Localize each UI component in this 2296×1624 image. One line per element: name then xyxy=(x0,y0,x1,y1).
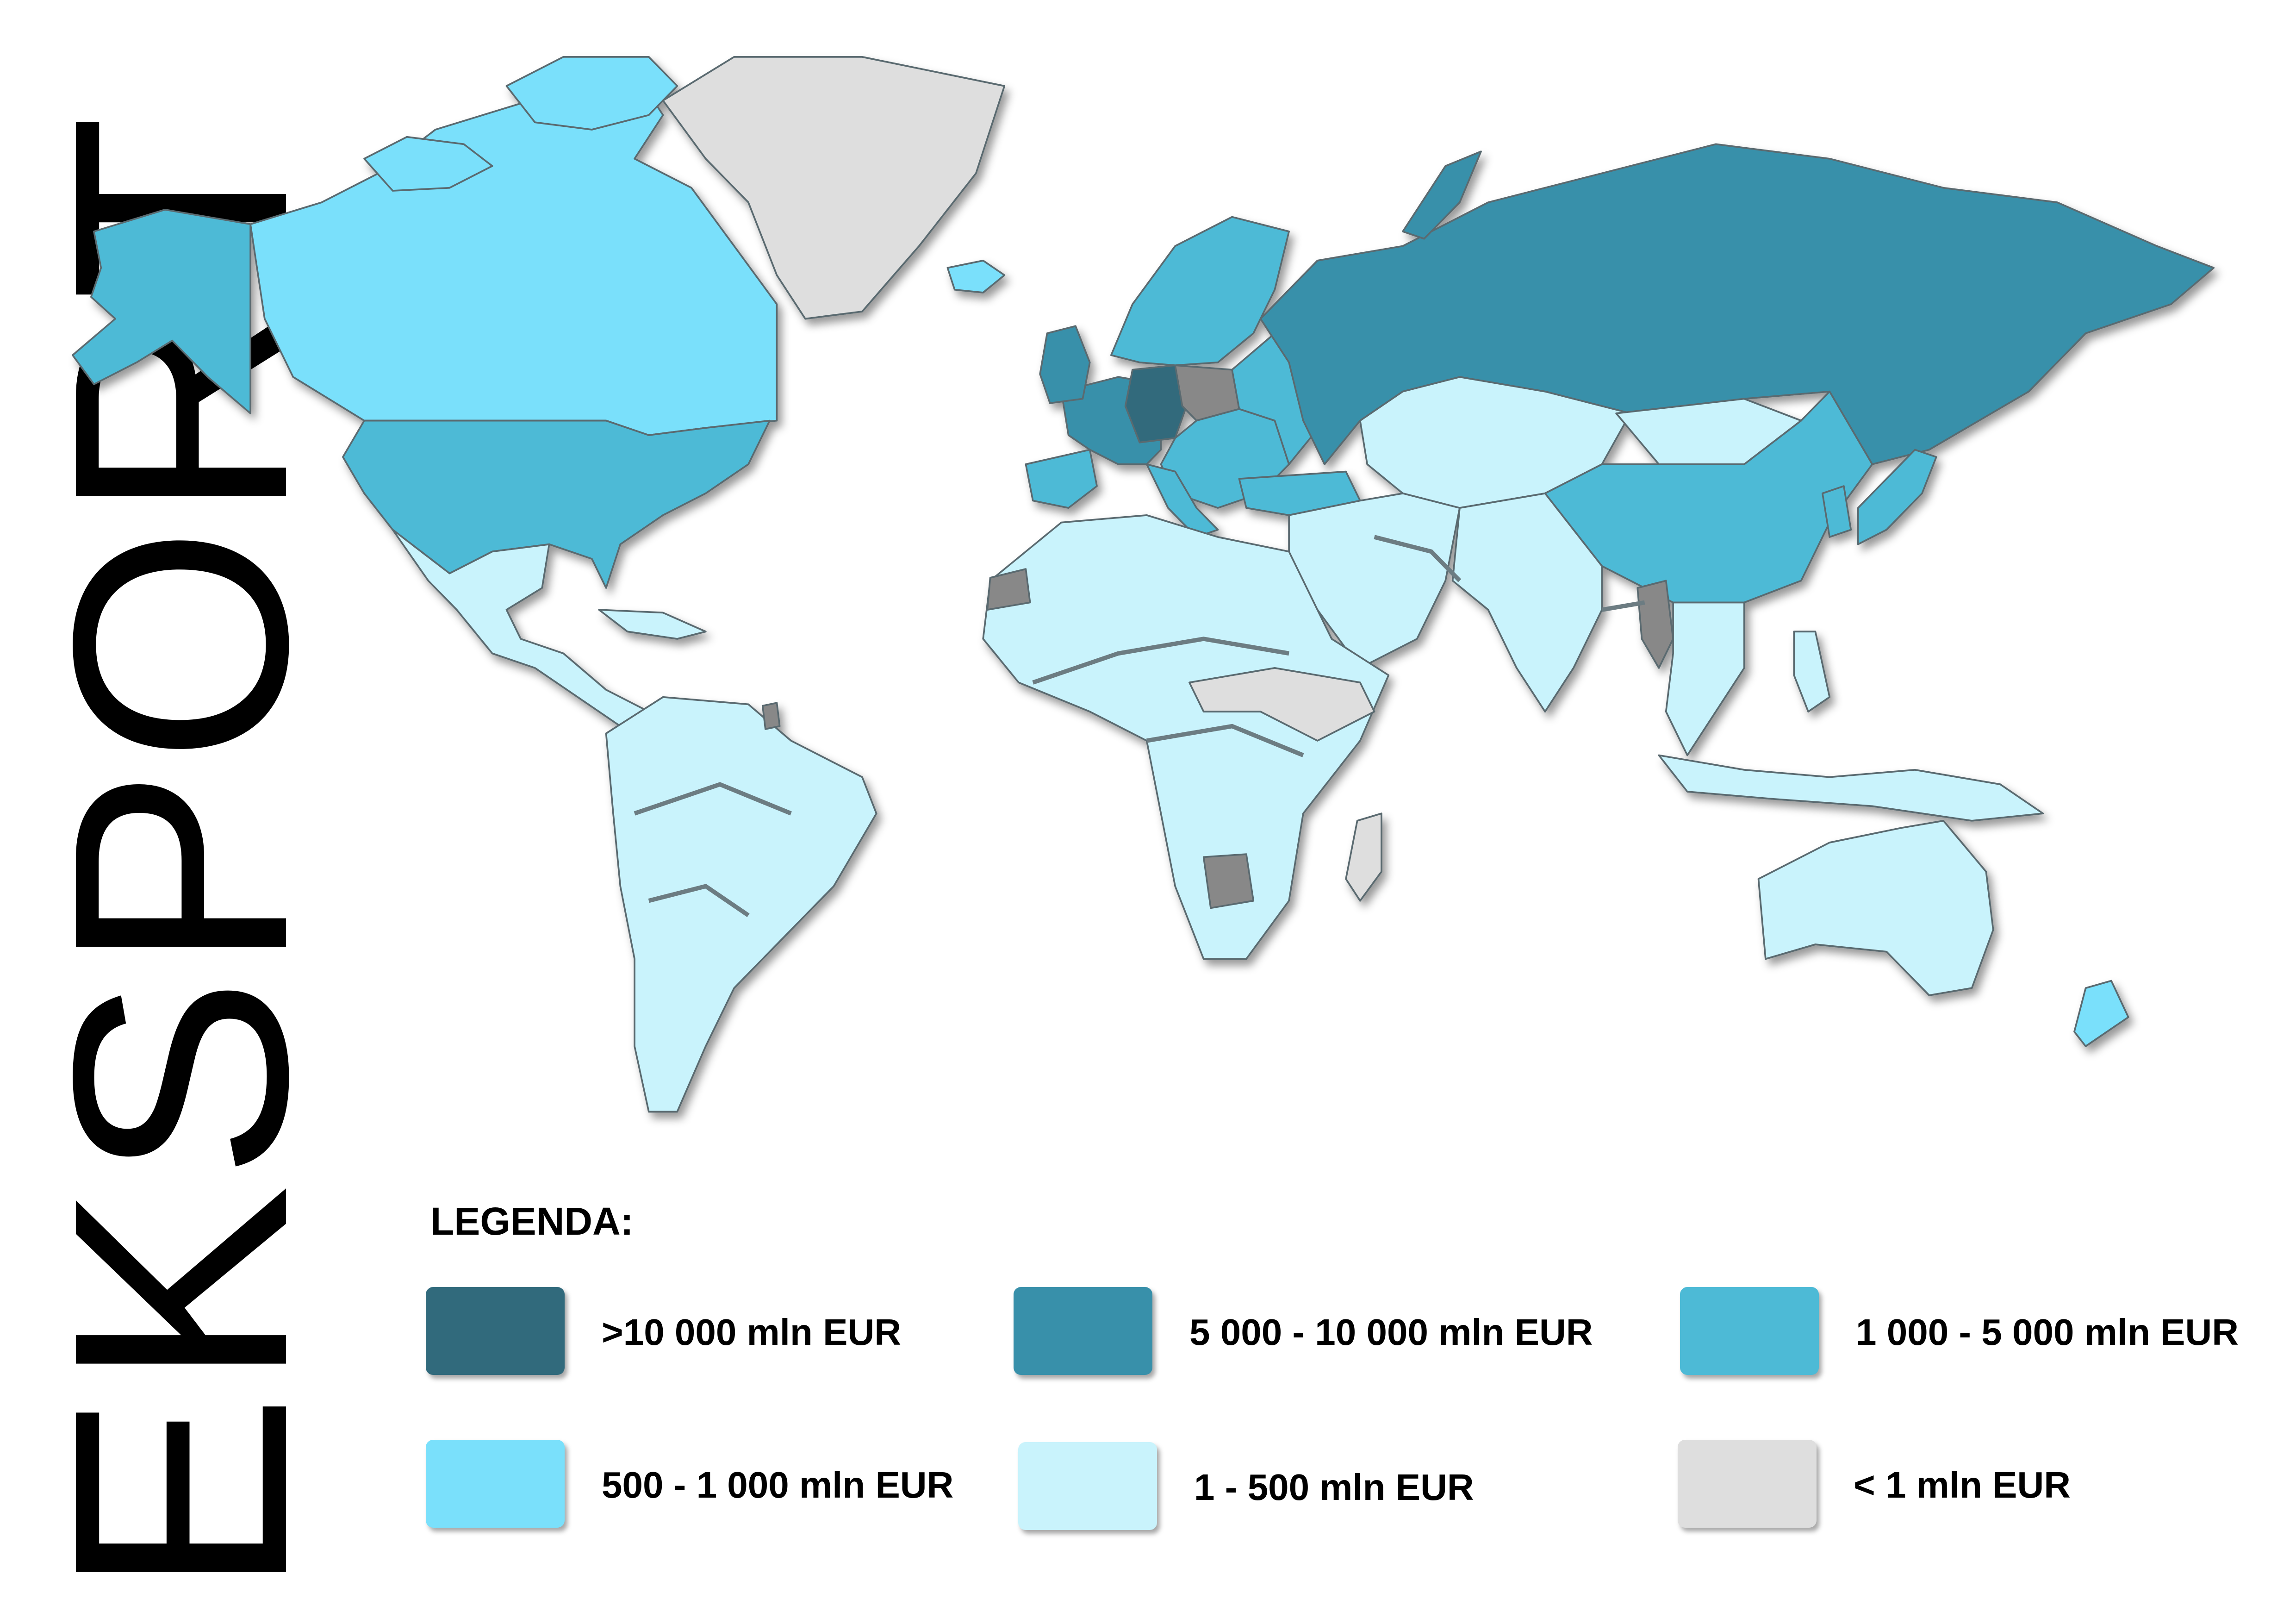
world-map-svg xyxy=(72,56,2215,1113)
region-madagascar xyxy=(1345,812,1382,902)
country-borders xyxy=(634,535,1645,918)
legend-swatch xyxy=(426,1287,565,1375)
region-horn-africa xyxy=(1188,667,1375,742)
region-arctic-islands xyxy=(363,136,493,192)
legend-swatch xyxy=(1680,1287,1819,1375)
region-indonesia xyxy=(1658,754,2044,822)
region-iceland xyxy=(946,259,1006,294)
world-map xyxy=(37,28,2268,1148)
region-usa xyxy=(342,419,771,589)
region-mexico xyxy=(392,529,650,727)
legend-swatch xyxy=(1014,1287,1152,1375)
region-western-sahara xyxy=(986,568,1031,611)
region-caribbean xyxy=(598,609,707,640)
legend-label: 1 - 500 mln EUR xyxy=(1194,1467,1474,1508)
region-africa xyxy=(982,514,1390,960)
legend-label: >10 000 mln EUR xyxy=(602,1312,901,1353)
region-uk xyxy=(1039,325,1091,404)
region-new-zealand xyxy=(2073,980,2129,1047)
region-french-guiana xyxy=(761,702,781,730)
region-australia xyxy=(1757,819,1994,996)
region-southeast-asia xyxy=(1665,601,1745,756)
region-novaya-zemlya xyxy=(1402,150,1482,240)
legend-label: 500 - 1 000 mln EUR xyxy=(602,1464,954,1505)
legend-label: 1 000 - 5 000 mln EUR xyxy=(1856,1312,2239,1353)
legend-label: 5 000 - 10 000 mln EUR xyxy=(1189,1312,1593,1353)
region-myanmar xyxy=(1636,580,1674,669)
region-scandinavia xyxy=(1110,216,1290,367)
legend-label: < 1 mln EUR xyxy=(1854,1464,2071,1505)
region-greenland xyxy=(662,56,1006,320)
region-italy xyxy=(1145,463,1219,538)
region-korea xyxy=(1822,485,1852,538)
region-philippines xyxy=(1793,631,1831,713)
region-alaska xyxy=(72,208,251,414)
region-iberia xyxy=(1025,449,1098,509)
legend-swatch xyxy=(426,1440,565,1528)
legend-title: LEGENDA: xyxy=(430,1199,634,1243)
region-japan xyxy=(1857,449,1937,545)
legend-swatch xyxy=(1018,1442,1157,1530)
region-india xyxy=(1451,492,1603,713)
region-botswana xyxy=(1202,853,1255,909)
legend-swatch xyxy=(1678,1440,1817,1528)
region-south-america xyxy=(605,696,877,1113)
